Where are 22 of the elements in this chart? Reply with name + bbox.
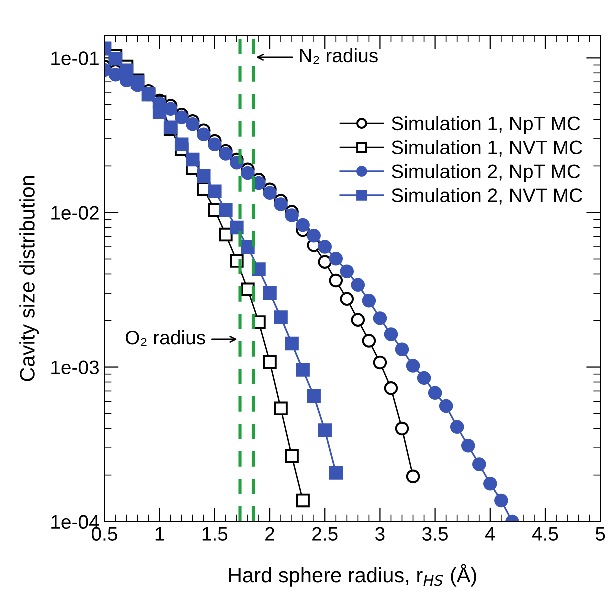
x-tick-label: 1.5 xyxy=(202,527,228,541)
x-tick-label: 5 xyxy=(596,527,606,541)
ref-line-label: O₂ radius xyxy=(126,330,206,346)
x-tick-label: 4 xyxy=(485,527,496,541)
y-tick-label: 1e-02 xyxy=(52,206,99,220)
x-tick-label: 3.5 xyxy=(422,527,448,541)
x-axis-title: Hard sphere radius, r$_{HS}$ (Å) xyxy=(229,564,476,587)
legend-label: Simulation 2, NVT MC xyxy=(392,188,582,205)
x-tick-label: 2 xyxy=(266,527,274,541)
x-tick-label: 3 xyxy=(376,527,385,541)
legend-label: Simulation 1, NpT MC xyxy=(392,116,580,134)
x-tick-label: 4.5 xyxy=(532,527,558,541)
y-tick-label: 1e-03 xyxy=(52,360,100,375)
y-tick-label: 1e-01 xyxy=(52,52,99,66)
ref-line-label: N₂ radius xyxy=(300,48,378,64)
legend-label: Simulation 2, NpT MC xyxy=(392,164,580,182)
x-tick-label: 1 xyxy=(156,527,164,541)
y-axis-title: Cavity size distribution xyxy=(20,176,40,382)
legend-label: Simulation 1, NVT MC xyxy=(392,140,582,157)
x-tick-label: 0.5 xyxy=(92,527,118,541)
y-tick-label: 1e-04 xyxy=(52,515,100,530)
x-tick-label: 2.5 xyxy=(312,527,338,541)
